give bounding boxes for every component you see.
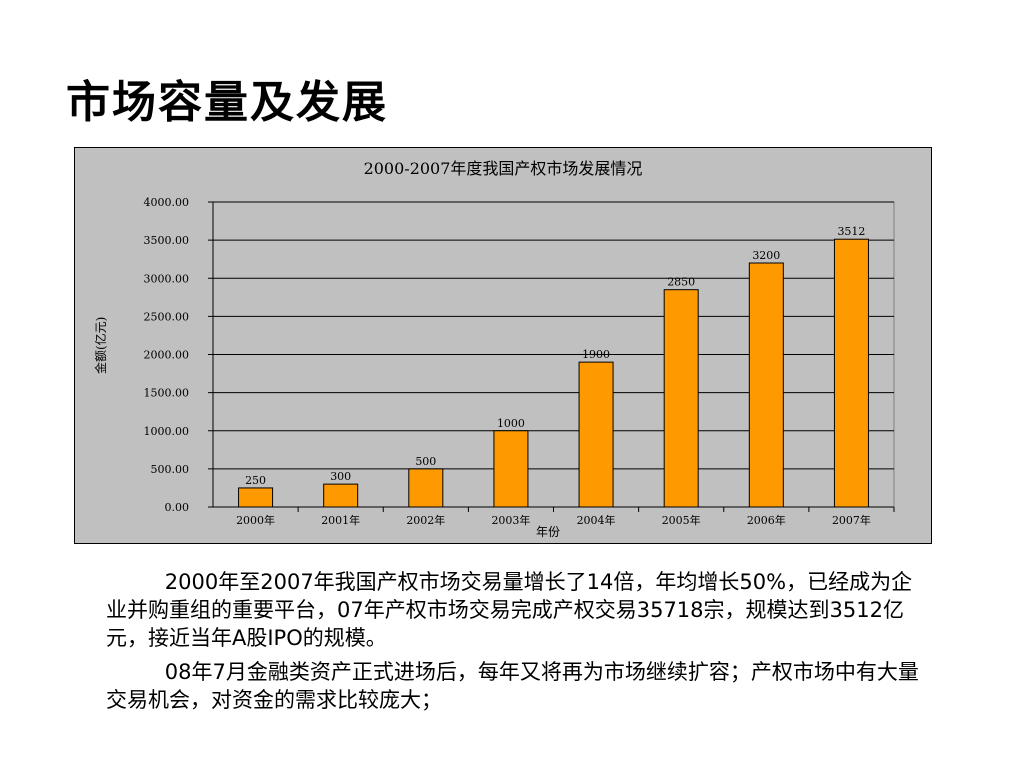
bar	[493, 430, 529, 508]
bar	[663, 289, 699, 508]
y-tick-label: 1000.00	[144, 425, 190, 438]
y-tick-label: 2500.00	[144, 310, 190, 323]
x-tick-label: 2000年	[236, 513, 275, 527]
y-tick-label: 3000.00	[144, 272, 190, 285]
x-tick-label: 2006年	[747, 513, 786, 527]
x-tick-label: 2007年	[832, 513, 871, 527]
data-label: 250	[245, 474, 266, 487]
x-tick-label: 2001年	[321, 513, 360, 527]
bar	[748, 262, 784, 508]
slide-title: 市场容量及发展	[66, 77, 388, 128]
bar	[833, 238, 869, 508]
y-tick-label: 4000.00	[144, 196, 190, 209]
chart-title: 2000-2007年度我国产权市场发展情况	[364, 159, 643, 178]
bar	[323, 483, 359, 508]
data-label: 1900	[582, 348, 610, 361]
data-label: 3200	[752, 249, 780, 262]
x-tick-label: 2003年	[491, 513, 530, 527]
x-tick-label: 2002年	[406, 513, 445, 527]
bar-chart: 0.00 500.00 1000.00 1500.00 2000.00 2500.00 30…	[74, 147, 932, 544]
y-tick-label: 0.00	[165, 501, 190, 514]
bar	[238, 487, 274, 508]
y-tick-label: 2000.00	[144, 349, 190, 362]
data-label: 2850	[667, 276, 695, 289]
data-label: 300	[330, 470, 351, 483]
x-tick-label: 2005年	[662, 513, 701, 527]
data-label: 500	[415, 455, 436, 468]
bar	[578, 361, 614, 508]
body-text: 2000年至2007年我国产权市场交易量增长了14倍，年均增长50%，已经成为企…	[106, 568, 920, 720]
y-tick-label: 3500.00	[144, 234, 190, 247]
y-tick-label: 1500.00	[144, 387, 190, 400]
chart-svg: 0.00 500.00 1000.00 1500.00 2000.00 2500.00 30…	[93, 159, 895, 539]
x-tick-label: 2004年	[577, 513, 616, 527]
paragraph-expansion: 08年7月金融类资产正式进场后，每年又将再为市场继续扩容；产权市场中有大量交易机…	[106, 660, 919, 712]
bar	[408, 468, 444, 508]
y-tick-label: 500.00	[151, 463, 190, 476]
y-axis-label: 金额(亿元)	[93, 317, 108, 374]
x-axis-label: 年份	[536, 525, 560, 539]
data-label: 3512	[837, 225, 865, 238]
data-label: 1000	[497, 417, 525, 430]
paragraph-growth: 2000年至2007年我国产权市场交易量增长了14倍，年均增长50%，已经成为企…	[106, 570, 913, 650]
